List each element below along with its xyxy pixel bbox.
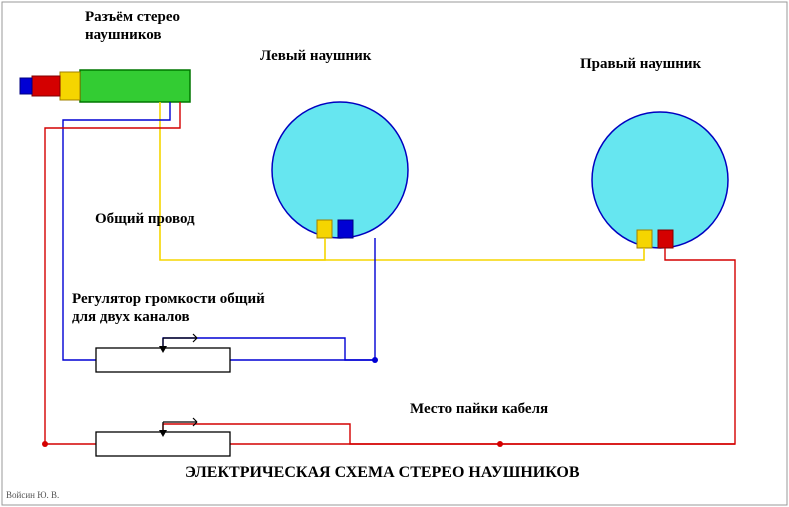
schematic-svg	[0, 0, 789, 507]
main-title: ЭЛЕКТРИЧЕСКАЯ СХЕМА СТЕРЕО НАУШНИКОВ	[185, 463, 580, 482]
left-headphone-label: Левый наушник	[260, 47, 371, 65]
volume-regulator-label: Регулятор громкости общий для двух канал…	[72, 290, 265, 326]
connector-title: Разъём стерео наушников	[85, 8, 180, 44]
solder-point-label: Место пайки кабеля	[410, 400, 548, 418]
author-label: Войсин Ю. В.	[6, 490, 59, 501]
common-wire-label: Общий провод	[95, 210, 195, 228]
right-headphone-label: Правый наушник	[580, 55, 701, 73]
